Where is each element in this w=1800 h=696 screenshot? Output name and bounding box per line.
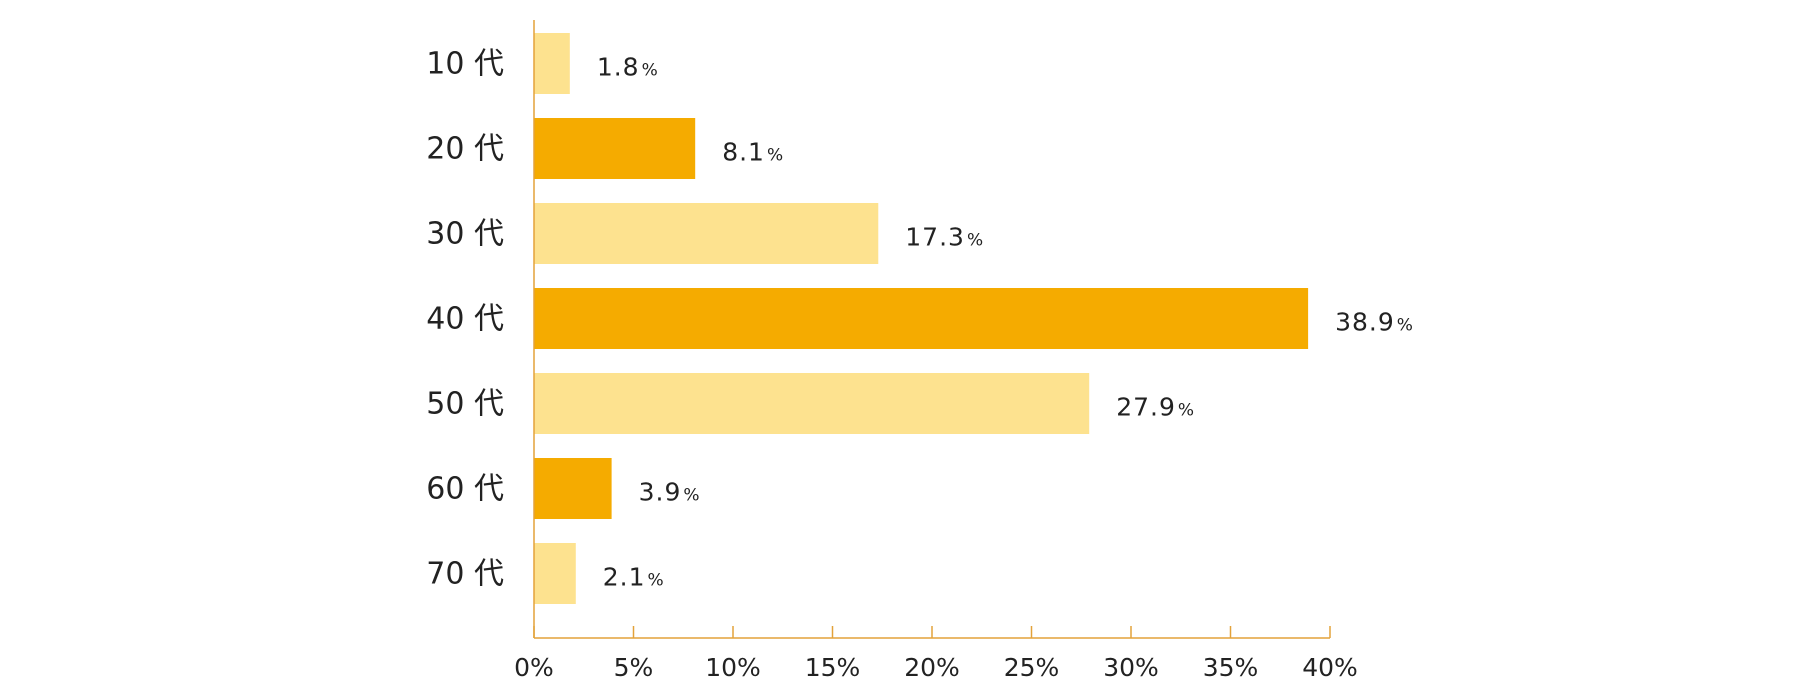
x-tick-label-6: 30%: [1103, 653, 1159, 682]
labels-layer: 10 代 1.8 % 20 代 8.1 % 30 代 17.3 % 40 代 38.9 % 50 代 27…: [426, 47, 1414, 683]
value-unit: %: [1178, 401, 1195, 421]
value-unit: %: [967, 231, 984, 251]
value-unit: %: [1397, 316, 1414, 336]
value-number: 8.1: [722, 138, 765, 167]
value-number: 1.8: [597, 53, 640, 82]
bar-0: [534, 33, 570, 94]
value-number: 3.9: [639, 478, 682, 507]
category-label-0: 10 代: [426, 47, 504, 82]
bars-layer: [534, 33, 1309, 604]
axis-layer: [533, 20, 1331, 639]
category-label-6: 70 代: [426, 557, 504, 592]
category-label-5: 60 代: [426, 472, 504, 507]
value-unit: %: [648, 571, 665, 591]
x-tick-label-7: 35%: [1203, 653, 1259, 682]
bar-2: [534, 203, 879, 264]
value-number: 2.1: [603, 563, 646, 592]
x-tick-label-1: 5%: [614, 653, 654, 682]
value-unit: %: [767, 146, 784, 166]
value-label-1: 8.1%: [722, 138, 784, 167]
bar-6: [534, 543, 576, 604]
x-tick-label-3: 15%: [805, 653, 861, 682]
value-label-3: 38.9%: [1335, 308, 1414, 337]
category-label-2: 30 代: [426, 217, 504, 252]
category-label-4: 50 代: [426, 387, 504, 422]
bar-3: [534, 288, 1309, 349]
x-tick-label-2: 10%: [705, 653, 761, 682]
bar-4: [534, 373, 1090, 434]
value-label-2: 17.3%: [905, 223, 984, 252]
value-label-5: 3.9%: [639, 478, 701, 507]
bar-5: [534, 458, 612, 519]
value-number: 38.9: [1335, 308, 1395, 337]
x-tick-label-0: 0%: [514, 653, 554, 682]
x-tick-label-5: 25%: [1004, 653, 1060, 682]
value-label-0: 1.8%: [597, 53, 659, 82]
bar-1: [534, 118, 696, 179]
value-label-4: 27.9%: [1116, 393, 1195, 422]
x-tick-label-4: 20%: [904, 653, 960, 682]
value-unit: %: [683, 486, 700, 506]
value-number: 27.9: [1116, 393, 1176, 422]
value-number: 17.3: [905, 223, 965, 252]
value-label-6: 2.1%: [603, 563, 665, 592]
value-unit: %: [642, 61, 659, 81]
x-tick-label-8: 40%: [1302, 653, 1358, 682]
category-label-3: 40 代: [426, 302, 504, 337]
category-label-1: 20 代: [426, 132, 504, 167]
